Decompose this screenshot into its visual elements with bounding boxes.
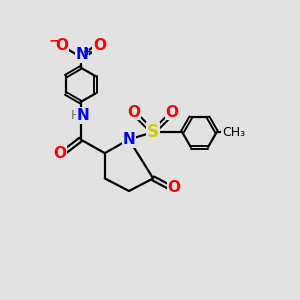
Text: O: O <box>93 38 106 53</box>
Text: O: O <box>55 38 68 53</box>
Text: O: O <box>168 180 181 195</box>
Text: N: N <box>75 47 88 62</box>
Text: H: H <box>70 109 80 122</box>
Text: S: S <box>147 123 159 141</box>
Text: O: O <box>128 105 141 120</box>
Text: −: − <box>49 33 60 47</box>
Text: CH₃: CH₃ <box>222 126 245 139</box>
Text: N: N <box>123 132 135 147</box>
Text: O: O <box>166 105 178 120</box>
Text: +: + <box>83 47 93 57</box>
Text: O: O <box>53 146 66 161</box>
Text: N: N <box>76 108 89 123</box>
